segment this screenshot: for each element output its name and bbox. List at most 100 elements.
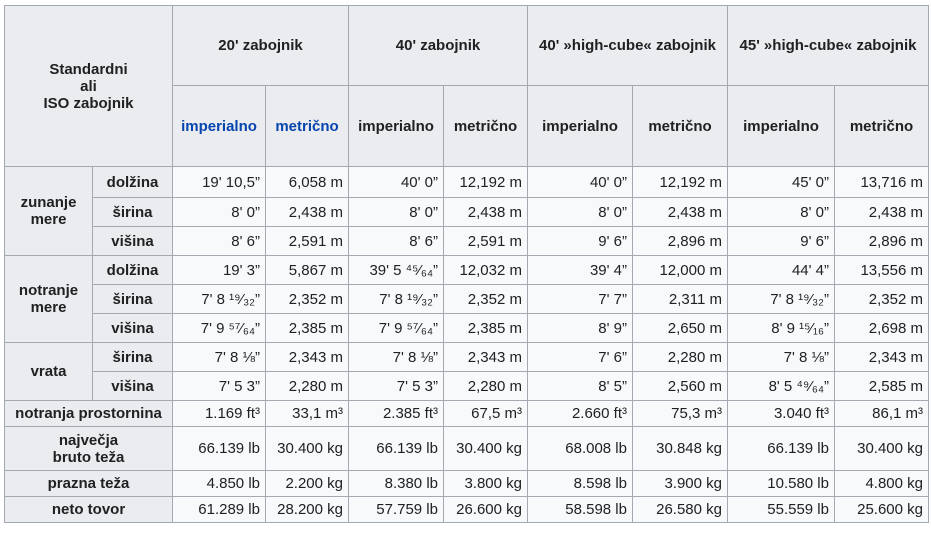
cell: 2,343 m (443, 342, 528, 372)
table-row: širina 8' 0” 2,438 m 8' 0” 2,438 m 8' 0” 2,438… (5, 197, 929, 227)
cell: 44' 4” (727, 255, 835, 285)
cell: 13,556 m (834, 255, 929, 285)
cell: 67,5 m³ (443, 400, 528, 427)
table-row: širina 7' 8 ¹⁹⁄₃₂” 2,352 m 7' 8 ¹⁹⁄₃₂” 2,352… (5, 284, 929, 314)
cell: 1.169 ft³ (172, 400, 266, 427)
cell: 2.200 kg (265, 470, 349, 497)
cell: 86,1 m³ (834, 400, 929, 427)
cell: 4.850 lb (172, 470, 266, 497)
cell: 2,385 m (265, 313, 349, 343)
group-label: vrata (4, 342, 93, 401)
cell: 30.400 kg (265, 426, 349, 471)
cell: 8' 9 ¹⁵⁄₁₆” (727, 313, 835, 343)
row-label: širina (92, 197, 173, 227)
cell: 2,650 m (632, 313, 728, 343)
cell: 2,343 m (834, 342, 929, 372)
cell: 2.660 ft³ (527, 400, 633, 427)
cell: 2,385 m (443, 313, 528, 343)
cell: 2,311 m (632, 284, 728, 314)
cell: 8.598 lb (527, 470, 633, 497)
cell: 2,698 m (834, 313, 929, 343)
unit-header[interactable]: imperialno (172, 85, 266, 167)
group-label: notranje mere (4, 255, 93, 343)
container-header: 40' »high-cube« zabojnik (527, 5, 728, 86)
cell: 40' 0” (527, 166, 633, 198)
cell: 5,867 m (265, 255, 349, 285)
cell: 2,352 m (265, 284, 349, 314)
cell: 7' 5 3” (348, 371, 444, 401)
row-label: notranja prostornina (4, 400, 173, 427)
table-row: notranja prostornina 1.169 ft³ 33,1 m³ 2.38… (4, 400, 929, 427)
table-row: največja bruto teža 66.139 lb 30.400 kg 66.… (4, 426, 929, 471)
table-row: zunanje mere dolžina 19' 10,5” 6,058 m 40' 0… (4, 166, 929, 256)
cell: 12,032 m (443, 255, 528, 285)
cell: 2,280 m (632, 342, 728, 372)
cell: 2,591 m (265, 226, 349, 256)
cell: 6,058 m (265, 166, 349, 198)
cell: 68.008 lb (527, 426, 633, 471)
cell: 58.598 lb (527, 496, 633, 523)
table-row: višina 7' 5 3” 2,280 m 7' 5 3” 2,280 m 8' 5” 2… (5, 371, 929, 401)
cell: 8' 0” (727, 197, 835, 227)
row-label: širina (92, 342, 173, 372)
unit-header: imperialno (727, 85, 835, 167)
cell: 8' 0” (527, 197, 633, 227)
cell: 3.040 ft³ (727, 400, 835, 427)
cell: 39' 5 ⁴⁵⁄₆₄” (348, 255, 444, 285)
cell: 7' 8 ⅛” (172, 342, 266, 372)
corner-header: Standardni ali ISO zabojnik (4, 5, 173, 167)
unit-header: imperialno (348, 85, 444, 167)
table-row: višina 8' 6” 2,591 m 8' 6” 2,591 m 9' 6” 2,896… (5, 226, 929, 256)
cell: 8' 5” (527, 371, 633, 401)
cell: 7' 8 ⅛” (348, 342, 444, 372)
cell: 8' 6” (348, 226, 444, 256)
cell: 2,352 m (443, 284, 528, 314)
cell: 7' 9 ⁵⁷⁄₆₄” (172, 313, 266, 343)
row-label: dolžina (92, 255, 173, 285)
row-label: neto tovor (4, 496, 173, 523)
table-row: Standardni ali ISO zabojnik 20' zabojnik 4… (4, 5, 929, 167)
cell: 28.200 kg (265, 496, 349, 523)
cell: 7' 5 3” (172, 371, 266, 401)
table-row: neto tovor 61.289 lb 28.200 kg 57.759 lb 26.… (4, 496, 929, 523)
cell: 19' 10,5” (172, 166, 266, 198)
unit-header: metrično (443, 85, 528, 167)
cell: 40' 0” (348, 166, 444, 198)
cell: 19' 3” (172, 255, 266, 285)
cell: 2,585 m (834, 371, 929, 401)
cell: 7' 9 ⁵⁷⁄₆₄” (348, 313, 444, 343)
container-header: 45' »high-cube« zabojnik (727, 5, 929, 86)
cell: 7' 8 ¹⁹⁄₃₂” (348, 284, 444, 314)
cell: 61.289 lb (172, 496, 266, 523)
cell: 26.580 kg (632, 496, 728, 523)
cell: 3.900 kg (632, 470, 728, 497)
cell: 2,438 m (265, 197, 349, 227)
cell: 75,3 m³ (632, 400, 728, 427)
cell: 2,438 m (443, 197, 528, 227)
table-row: notranje mere dolžina 19' 3” 5,867 m 39' 5 ⁴… (4, 255, 929, 343)
cell: 7' 8 ¹⁹⁄₃₂” (727, 284, 835, 314)
group-label: zunanje mere (4, 166, 93, 256)
cell: 8' 9” (527, 313, 633, 343)
cell: 66.139 lb (727, 426, 835, 471)
cell: 66.139 lb (172, 426, 266, 471)
table-row: prazna teža 4.850 lb 2.200 kg 8.380 lb 3.800… (4, 470, 929, 497)
cell: 2,591 m (443, 226, 528, 256)
cell: 8' 6” (172, 226, 266, 256)
row-label: višina (92, 313, 173, 343)
row-label: dolžina (92, 166, 173, 198)
cell: 45' 0” (727, 166, 835, 198)
cell: 2,352 m (834, 284, 929, 314)
cell: 8.380 lb (348, 470, 444, 497)
row-label: prazna teža (4, 470, 173, 497)
cell: 12,000 m (632, 255, 728, 285)
cell: 8' 0” (172, 197, 266, 227)
cell: 12,192 m (632, 166, 728, 198)
table-row: višina 7' 9 ⁵⁷⁄₆₄” 2,385 m 7' 9 ⁵⁷⁄₆₄” 2,385… (5, 313, 929, 343)
cell: 8' 5 ⁴⁹⁄₆₄” (727, 371, 835, 401)
unit-header[interactable]: metrično (265, 85, 349, 167)
cell: 13,716 m (834, 166, 929, 198)
cell: 2,343 m (265, 342, 349, 372)
cell: 8' 0” (348, 197, 444, 227)
